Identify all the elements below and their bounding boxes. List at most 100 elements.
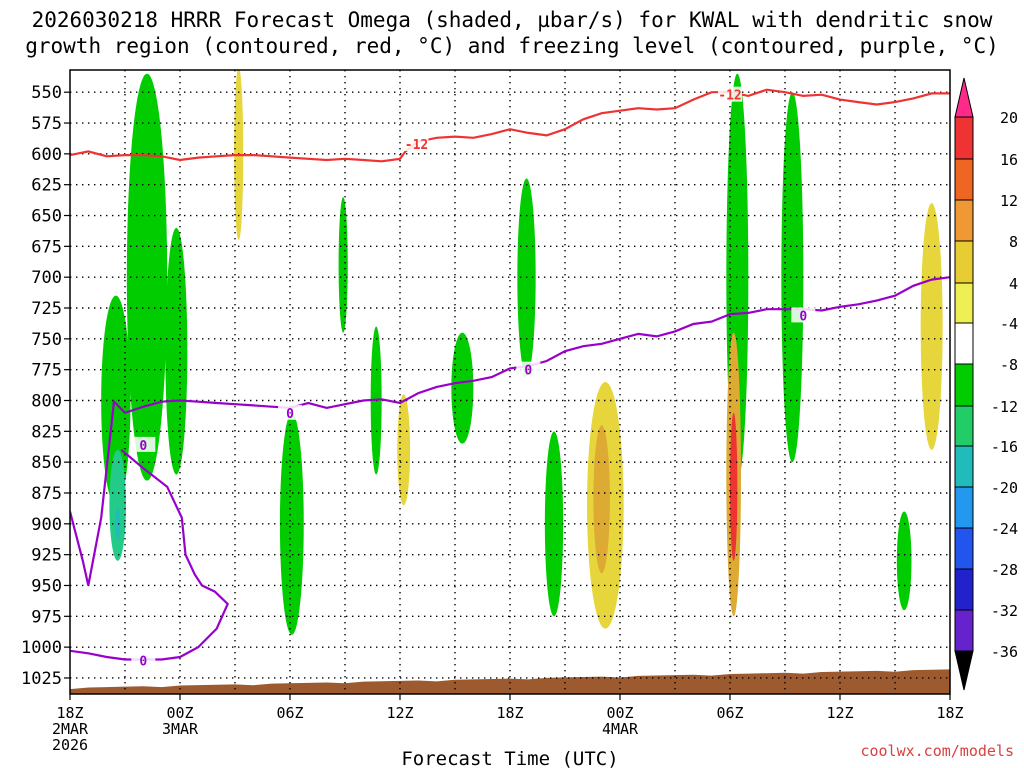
freezing-label-1-bg (278, 404, 302, 420)
omega-cell-17 (730, 412, 738, 561)
omega-cell-18 (781, 92, 804, 463)
colorbar-band-3 (954, 199, 974, 242)
dgz-label-1: -12 (405, 138, 428, 153)
colorbar-label-13: -36 (991, 643, 1018, 661)
colorbar-label-12: -32 (991, 602, 1018, 620)
y-tick-label-925: 925 (31, 546, 62, 566)
y-tick-label-600: 600 (31, 145, 62, 165)
colorbar-label-11: -28 (991, 561, 1018, 579)
y-tick-label-800: 800 (31, 391, 62, 411)
x-tick-label-3-0: 12Z (386, 704, 413, 722)
x-tick-label-6-0: 06Z (716, 704, 743, 722)
omega-cell-6 (279, 412, 304, 635)
omega-cell-4 (165, 227, 188, 475)
freezing-label-3: 0 (799, 309, 807, 324)
colorbar: 20 16 12 8 4 -4 -8 -12 -16 -20 -24 -28 -32 -36 (954, 77, 1018, 691)
x-tick-label-2-0: 06Z (276, 704, 303, 722)
dgz-label-1-bg (404, 135, 429, 151)
colorbar-band-11 (954, 527, 974, 570)
gridlines (70, 70, 950, 694)
freezing-label-1: 0 (286, 407, 294, 422)
omega-cell-20 (920, 203, 943, 450)
contour-layer: -12 -12 0 0 0 0 0 (70, 86, 950, 670)
y-tick-label-775: 775 (31, 361, 62, 381)
y-tick-label-625: 625 (31, 176, 62, 196)
omega-cell-7 (338, 197, 348, 333)
colorbar-label-3: 8 (1009, 233, 1018, 251)
x-tick-label-0-2: 2026 (52, 736, 88, 754)
y-tick-label-675: 675 (31, 237, 62, 257)
colorbar-label-10: -24 (991, 520, 1018, 538)
colorbar-band-8 (954, 405, 974, 447)
colorbar-label-0: 20 (1000, 109, 1018, 127)
y-tick-label-700: 700 (31, 268, 62, 288)
colorbar-label-1: 16 (1000, 151, 1018, 169)
y-tick-label-875: 875 (31, 484, 62, 504)
y-tick-label-825: 825 (31, 422, 62, 442)
colorbar-band-6 (954, 322, 974, 365)
x-tick-label-5-0: 00Z (606, 704, 633, 722)
colorbar-label-8: -16 (991, 438, 1018, 456)
omega-cell-1 (109, 449, 126, 561)
dgz-label-2-bg (718, 86, 742, 102)
x-tick-label-0-1: 2MAR (52, 720, 89, 738)
colorbar-band-13 (954, 609, 974, 652)
freezing-label-4-bg (131, 436, 156, 452)
y-tick-label-650: 650 (31, 207, 62, 227)
freezing-label-2: 0 (524, 364, 532, 379)
omega-cell-12 (544, 431, 564, 617)
x-tick-label-1-0: 00Z (166, 704, 193, 722)
y-axis: 550 575 600 625 650 675 700 725 750 775 800 825 850 8… (21, 83, 70, 689)
colorbar-band-10 (954, 486, 974, 529)
chart-title-line-1: 2026030218 HRRR Forecast Omega (shaded, … (31, 8, 993, 32)
y-tick-label-975: 975 (31, 607, 62, 627)
terrain-layer (70, 669, 950, 694)
y-tick-label-750: 750 (31, 330, 62, 350)
chart-title-line-2: growth region (contoured, red, °C) and f… (25, 34, 999, 58)
x-axis-label: Forecast Time (UTC) (401, 748, 618, 768)
colorbar-label-5: -4 (1000, 315, 1018, 333)
omega-cell-14 (593, 425, 610, 574)
colorbar-label-4: 4 (1009, 275, 1018, 293)
colorbar-top-arrow (954, 77, 974, 118)
x-tick-label-1-1: 3MAR (162, 720, 199, 738)
x-tick-label-8-0: 18Z (936, 704, 963, 722)
omega-cell-19 (896, 511, 912, 611)
colorbar-band-5 (954, 282, 974, 324)
y-tick-label-850: 850 (31, 453, 62, 473)
omega-cell-10 (451, 332, 474, 444)
colorbar-bottom-arrow (954, 650, 974, 691)
freezing-label-3-bg (791, 307, 816, 323)
dgz-contour-line (70, 88, 950, 163)
colorbar-band-12 (954, 568, 974, 611)
colorbar-band-4 (954, 240, 974, 284)
colorbar-band-7 (954, 363, 974, 407)
x-tick-label-7-0: 12Z (826, 704, 853, 722)
colorbar-band-2 (954, 158, 974, 201)
y-tick-label-1025: 1025 (21, 669, 62, 689)
dgz-label-2: -12 (718, 89, 741, 104)
omega-cell-2 (114, 508, 121, 540)
x-tick-label-5-1: 4MAR (602, 720, 639, 738)
credit-text: coolwx.com/models (860, 742, 1014, 760)
colorbar-band-9 (954, 445, 974, 488)
freezing-label-5-bg (131, 652, 156, 668)
omega-cell-9 (397, 394, 411, 506)
freezing-label-4: 0 (139, 439, 147, 454)
colorbar-band-1 (954, 116, 974, 160)
colorbar-label-9: -20 (991, 479, 1018, 497)
y-tick-label-575: 575 (31, 114, 62, 134)
y-tick-label-725: 725 (31, 299, 62, 319)
y-tick-label-550: 550 (31, 83, 62, 103)
colorbar-label-6: -8 (1000, 356, 1018, 374)
omega-cell-3 (126, 73, 168, 481)
y-tick-label-950: 950 (31, 576, 62, 596)
freezing-label-5: 0 (139, 655, 147, 670)
freezing-level-lower-line (70, 448, 230, 661)
x-tick-label-0-0: 18Z (56, 704, 83, 722)
y-tick-label-1000: 1000 (21, 638, 62, 658)
x-tick-label-4-0: 18Z (496, 704, 523, 722)
freezing-label-2-bg (516, 361, 541, 377)
